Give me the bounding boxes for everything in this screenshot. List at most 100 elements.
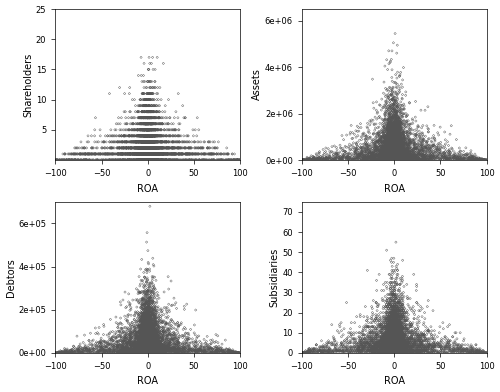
Point — [143, 308, 151, 314]
Point — [146, 133, 154, 139]
Point — [144, 347, 152, 353]
Point — [140, 139, 148, 145]
Point — [398, 153, 406, 159]
Point — [144, 345, 152, 351]
Point — [390, 132, 398, 138]
Point — [148, 151, 156, 157]
Point — [136, 151, 144, 157]
Point — [396, 339, 404, 346]
Point — [397, 344, 405, 350]
Point — [151, 151, 159, 157]
Point — [416, 346, 424, 352]
Point — [146, 348, 154, 354]
Point — [390, 149, 398, 155]
Point — [204, 343, 212, 349]
Point — [204, 151, 212, 157]
Point — [390, 151, 398, 157]
Point — [134, 151, 142, 157]
Point — [393, 127, 401, 133]
Point — [145, 145, 153, 151]
Point — [137, 133, 145, 139]
Point — [392, 348, 400, 354]
Point — [417, 142, 425, 148]
Point — [370, 344, 378, 350]
Point — [400, 339, 408, 346]
Point — [144, 344, 152, 350]
Point — [144, 151, 152, 157]
Point — [135, 347, 143, 353]
Point — [382, 145, 390, 151]
Point — [392, 157, 400, 163]
Point — [226, 157, 234, 163]
Point — [150, 151, 158, 157]
Point — [144, 310, 152, 316]
Point — [394, 156, 402, 162]
Point — [386, 123, 394, 130]
Point — [398, 346, 406, 352]
Point — [392, 141, 400, 147]
Point — [141, 332, 149, 338]
Point — [142, 151, 150, 157]
Point — [387, 344, 395, 350]
Point — [168, 145, 176, 151]
Point — [387, 339, 395, 346]
Point — [391, 348, 399, 354]
Point — [132, 333, 140, 339]
Point — [142, 305, 150, 311]
Point — [390, 138, 398, 144]
Point — [392, 111, 400, 117]
Point — [322, 348, 330, 354]
Point — [405, 338, 413, 344]
Point — [183, 151, 191, 157]
Point — [385, 346, 393, 352]
Point — [142, 151, 150, 157]
Point — [373, 147, 381, 153]
Point — [464, 346, 471, 352]
Point — [142, 151, 150, 157]
Point — [139, 339, 147, 345]
Point — [142, 133, 150, 139]
Point — [384, 127, 392, 133]
Point — [146, 114, 154, 121]
Point — [378, 336, 386, 342]
Point — [196, 347, 204, 353]
Point — [150, 343, 158, 349]
Point — [392, 155, 400, 162]
Point — [139, 342, 147, 348]
Point — [394, 332, 402, 338]
Point — [148, 307, 156, 313]
Point — [142, 331, 150, 338]
Point — [352, 147, 360, 154]
Point — [140, 145, 147, 151]
Point — [390, 140, 398, 146]
Point — [306, 346, 314, 352]
Point — [146, 344, 154, 350]
Point — [361, 136, 369, 142]
Point — [398, 257, 406, 263]
Point — [387, 156, 395, 163]
Point — [394, 336, 402, 342]
Point — [142, 325, 150, 331]
Point — [148, 139, 156, 145]
Point — [146, 157, 154, 163]
Point — [170, 157, 178, 163]
Point — [316, 156, 324, 163]
Point — [397, 127, 405, 133]
Point — [394, 342, 402, 348]
Point — [386, 156, 394, 163]
Point — [405, 152, 413, 159]
Point — [141, 337, 149, 343]
Point — [137, 344, 145, 350]
Point — [114, 145, 122, 151]
Point — [142, 349, 150, 356]
Point — [398, 146, 406, 152]
Point — [388, 154, 396, 160]
Point — [152, 349, 160, 355]
Point — [142, 315, 150, 321]
Point — [362, 318, 370, 324]
Point — [386, 336, 394, 342]
Point — [140, 127, 148, 133]
Point — [144, 318, 152, 324]
Point — [204, 151, 212, 157]
Point — [174, 339, 182, 345]
